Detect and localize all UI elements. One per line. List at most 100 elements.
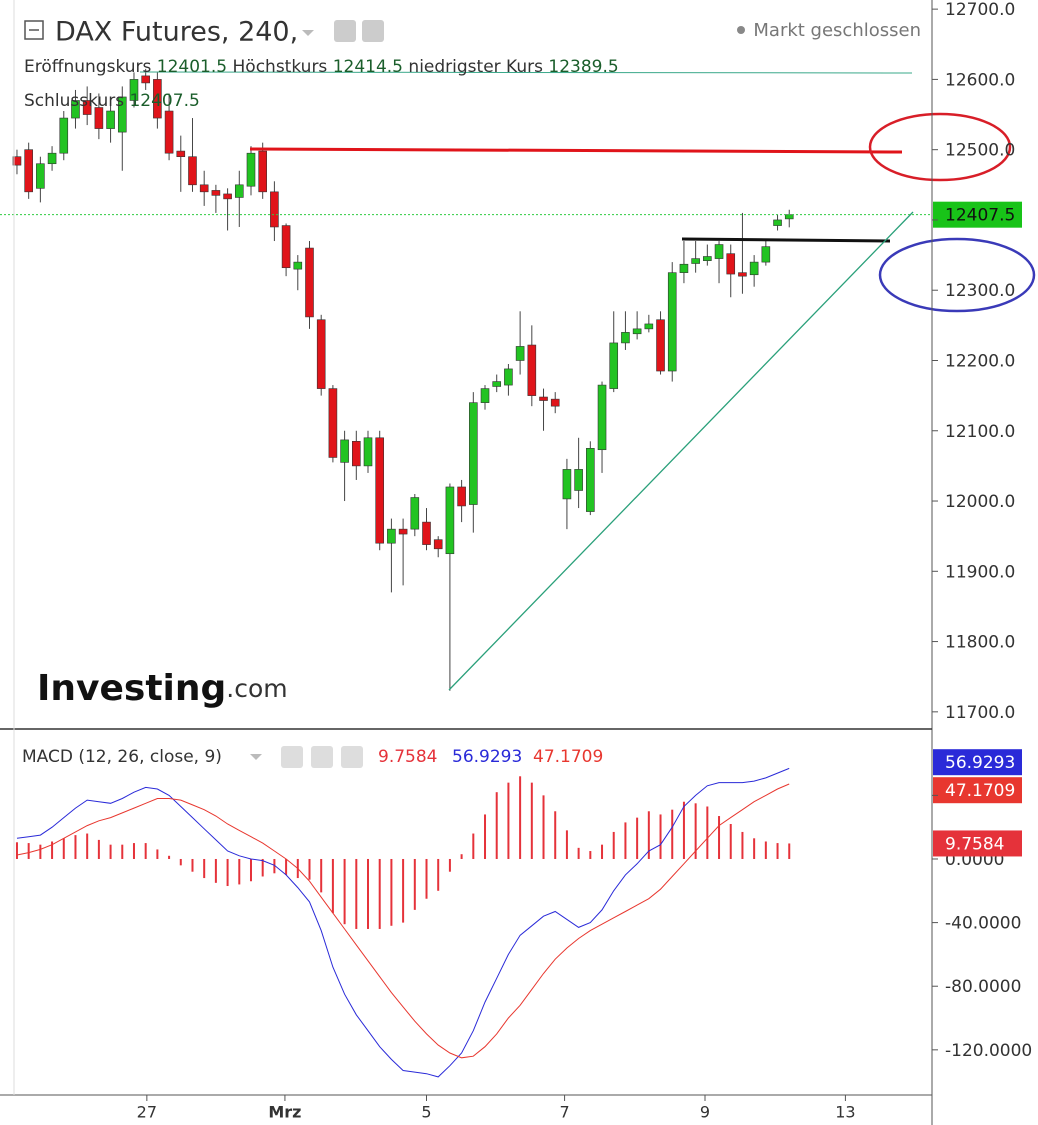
dropdown-icon[interactable] <box>302 30 314 36</box>
candle-body <box>422 521 431 545</box>
histogram-bar <box>308 858 311 880</box>
histogram-bar <box>144 843 147 859</box>
high-value: 12414.5 <box>332 57 404 77</box>
candle-body <box>609 342 619 389</box>
histogram-bar <box>530 782 533 859</box>
candle-body <box>153 79 162 119</box>
candle-body <box>363 437 373 467</box>
resistance-line <box>249 147 903 154</box>
candle-body <box>94 107 104 129</box>
y-tick-label: 12000.0 <box>945 492 1015 512</box>
x-tick-label: 27 <box>137 1103 157 1122</box>
value-box-label: 9.7584 <box>945 834 1004 854</box>
visibility-icon[interactable] <box>281 746 303 768</box>
dropdown-icon[interactable] <box>250 754 262 760</box>
histogram-bar <box>448 858 451 872</box>
candle-body <box>445 486 455 555</box>
close-icon[interactable] <box>341 746 363 768</box>
ohlc-line: Eröffnungskurs 12401.5 Höchstkurs 12414.… <box>24 57 619 77</box>
macd-line <box>16 767 790 1078</box>
collapse-icon[interactable] <box>24 20 44 40</box>
candle-body <box>597 384 607 451</box>
candle-body <box>281 225 291 269</box>
candle-body <box>550 398 560 407</box>
histogram-bar <box>367 858 370 929</box>
candle-body <box>141 75 150 84</box>
histogram-bar <box>249 858 252 882</box>
histogram-bar <box>168 855 171 859</box>
histogram-bar <box>741 831 744 859</box>
candle-body <box>539 396 548 401</box>
settings-icon[interactable] <box>362 20 384 42</box>
chart-title: DAX Futures, 240, <box>55 17 298 48</box>
logo-suffix: .com <box>226 674 287 703</box>
histogram-bar <box>179 858 182 866</box>
settings-icon[interactable] <box>311 746 333 768</box>
histogram-bar <box>74 835 77 859</box>
histogram-bar <box>39 844 42 859</box>
candle-body <box>469 402 478 505</box>
y-tick-label: 12700.0 <box>945 0 1015 20</box>
macd-value: 56.9293 <box>452 747 522 767</box>
candle-body <box>656 319 665 372</box>
y-tick-label: 11800.0 <box>945 633 1015 653</box>
last-price-box <box>933 201 1022 228</box>
candle-body <box>667 272 677 372</box>
candle-body <box>71 100 80 119</box>
y-tick-label: -80.0000 <box>945 977 1021 997</box>
candle-body <box>410 497 420 530</box>
histogram-bar <box>413 858 416 910</box>
logo: Investing.com <box>37 668 288 709</box>
candle-body <box>480 388 490 403</box>
histogram-bar <box>51 841 54 859</box>
histogram-bar <box>589 851 592 859</box>
histogram-bar <box>659 814 662 859</box>
histogram-bar <box>273 858 276 874</box>
candle-body <box>59 117 69 154</box>
candle-body <box>714 244 724 259</box>
candle-body <box>234 184 244 198</box>
histogram-bar <box>472 833 475 859</box>
histogram-bar <box>203 858 206 879</box>
histogram-bar <box>261 858 264 877</box>
close-label: Schlusskurs <box>24 91 125 111</box>
candle-body <box>761 246 771 263</box>
histogram-bar <box>238 858 241 885</box>
candle-body <box>352 440 361 467</box>
plot <box>0 68 932 1078</box>
candle-body <box>433 539 443 550</box>
histogram-bar <box>425 858 428 899</box>
histogram-bar <box>191 858 194 872</box>
histogram-bar <box>542 795 545 859</box>
histogram-bar <box>636 817 639 859</box>
histogram-bar <box>647 811 650 859</box>
visibility-icon[interactable] <box>334 20 356 42</box>
candle-body <box>574 469 583 491</box>
candle-body <box>176 150 186 158</box>
candle-body <box>398 528 408 535</box>
candle-body <box>784 214 794 220</box>
market-status: Markt geschlossen <box>753 20 921 41</box>
histogram-bar <box>378 858 381 929</box>
histogram-bar <box>331 858 334 914</box>
histogram-bar <box>507 782 510 859</box>
histogram-bar <box>565 830 568 859</box>
close-value: 12407.5 <box>129 91 200 111</box>
close-line: Schlusskurs 12407.5 <box>24 91 200 111</box>
candle-body <box>129 79 139 101</box>
histogram-bar <box>694 803 697 859</box>
histogram-bar <box>109 844 112 859</box>
candle-body <box>12 156 22 166</box>
histogram-bar <box>601 844 604 859</box>
histogram-bar <box>729 823 732 859</box>
histogram-bar <box>285 858 288 875</box>
x-tick-label: 5 <box>421 1103 431 1122</box>
x-tick-label: 13 <box>835 1103 855 1122</box>
y-tick-label: 12500.0 <box>945 141 1015 161</box>
candle-body <box>164 110 174 154</box>
candle-body <box>305 247 314 318</box>
macd-title: MACD (12, 26, close, 9) <box>22 747 222 767</box>
red-ellipse <box>868 112 1012 182</box>
candle-body <box>457 486 466 507</box>
